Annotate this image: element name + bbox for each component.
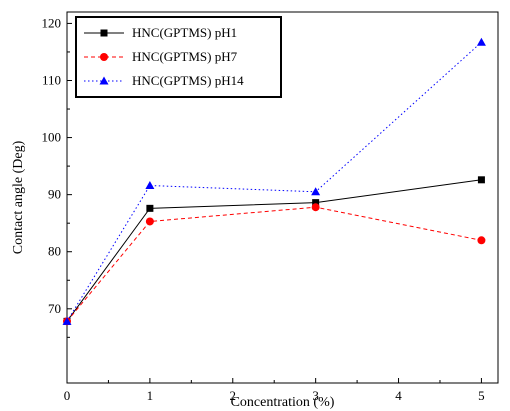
y-tick-label: 120 <box>42 15 62 30</box>
data-point <box>476 37 486 46</box>
series-3 <box>62 37 486 325</box>
y-tick-label: 80 <box>48 244 61 259</box>
data-point <box>312 199 320 207</box>
chart-axes: 0 1 2 3 4 5 70 80 90 100 110 120 <box>42 11 499 403</box>
legend-label: HNC(GPTMS) pH14 <box>132 73 244 88</box>
data-point <box>477 236 486 245</box>
chart-legend: HNC(GPTMS) pH1 HNC(GPTMS) pH7 HNC(GPTMS) p… <box>75 16 282 98</box>
x-tick-label: 3 <box>312 388 319 403</box>
legend-box <box>75 16 282 98</box>
data-point <box>477 176 485 184</box>
legend-label: HNC(GPTMS) pH7 <box>132 49 238 64</box>
y-tick-label: 70 <box>48 301 61 316</box>
series-2 <box>63 203 486 326</box>
x-tick-label: 2 <box>230 388 237 403</box>
data-point <box>311 187 321 196</box>
legend-marker <box>99 76 109 85</box>
x-tick-label: 4 <box>395 388 402 403</box>
legend-label: HNC(GPTMS) pH1 <box>132 25 237 40</box>
x-tick-label: 1 <box>147 388 154 403</box>
y-tick-label: 100 <box>42 130 62 145</box>
series-line <box>66 179 482 322</box>
x-tick-label: 5 <box>478 388 485 403</box>
data-point <box>145 181 155 190</box>
y-tick-label: 110 <box>42 72 61 87</box>
x-axis-label: Concentration (%) <box>231 395 335 410</box>
data-point <box>145 217 154 226</box>
series-line <box>66 206 482 322</box>
plot-frame <box>66 11 499 384</box>
series-line <box>66 41 482 322</box>
data-point <box>146 204 154 212</box>
legend-marker <box>100 53 108 61</box>
chart-series <box>62 37 486 326</box>
series-1 <box>63 176 485 325</box>
y-tick-label: 90 <box>48 187 61 202</box>
y-axis-label: Contact angle (Deg) <box>11 140 26 254</box>
data-point <box>311 203 320 212</box>
legend-marker <box>100 29 108 37</box>
data-point <box>62 316 72 325</box>
x-tick-label: 0 <box>64 388 71 403</box>
